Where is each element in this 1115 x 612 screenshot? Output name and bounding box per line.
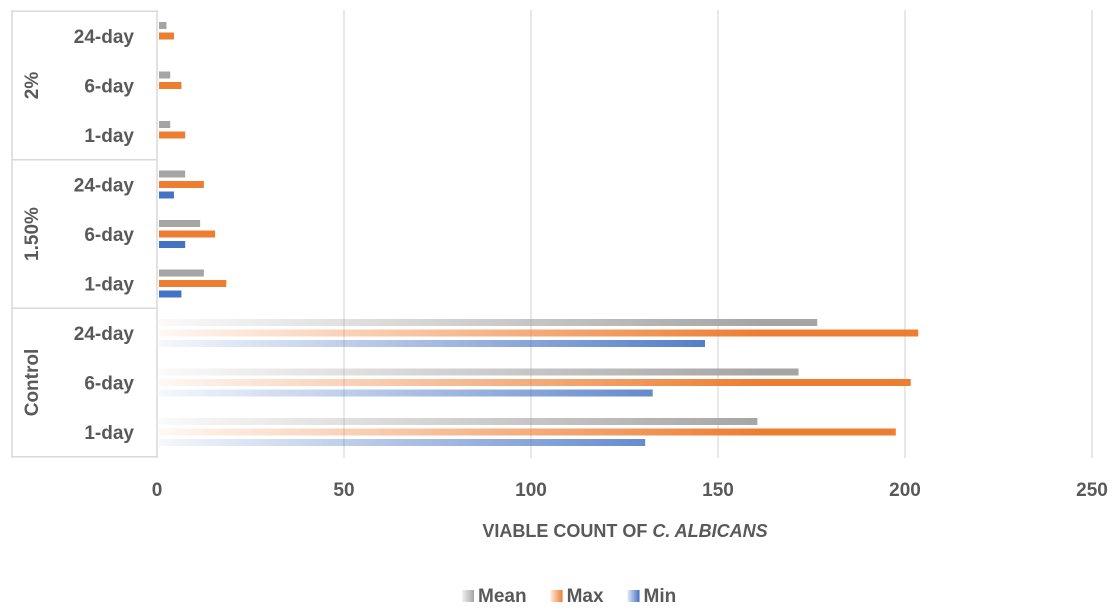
bar-mean <box>159 220 201 227</box>
x-tick-labels: 0 50 100 150 200 250 <box>152 480 1108 501</box>
bar-max <box>159 131 186 139</box>
category-labels: 1-day 6-day 24-day 1-day 6-day 24-day 1-day 6-d… <box>74 27 135 444</box>
legend-label-mean: Mean <box>478 586 527 607</box>
group-label: 1.50% <box>22 207 43 261</box>
bar-min <box>159 439 646 446</box>
legend-swatch-mean <box>462 590 474 602</box>
bar-mean <box>159 170 186 178</box>
bar-mean <box>159 319 818 326</box>
x-tick-label: 100 <box>515 480 547 501</box>
x-axis-title: VIABLE COUNT OF C. ALBICANS <box>482 521 767 541</box>
x-tick-label: 0 <box>152 480 163 501</box>
x-tick-label: 150 <box>702 480 734 501</box>
category-label: 6-day <box>84 77 134 98</box>
category-axis-frame <box>11 10 158 458</box>
bar-mean <box>159 269 204 277</box>
bar-min <box>159 191 174 199</box>
group-label: Control <box>22 349 43 417</box>
bar-max <box>159 428 896 436</box>
category-label: 1-day <box>84 423 134 444</box>
group-labels: Control 1.50% 2% <box>22 72 43 417</box>
bar-mean <box>159 418 758 425</box>
category-label: 24-day <box>74 324 135 345</box>
legend-label-min: Min <box>644 586 677 607</box>
x-tick-label: 250 <box>1076 480 1108 501</box>
legend-swatch-min <box>627 590 640 602</box>
group-label: 2% <box>22 72 43 100</box>
category-label: 24-day <box>74 176 135 197</box>
bar-max <box>159 280 227 287</box>
bar-max <box>159 82 182 89</box>
bar-max <box>159 230 216 238</box>
legend-label-max: Max <box>567 586 604 607</box>
bar-max <box>159 379 911 386</box>
bar-max <box>159 32 174 40</box>
bar-min <box>159 290 182 298</box>
bar-min <box>159 241 186 248</box>
bar-mean <box>159 22 167 29</box>
category-label: 6-day <box>84 225 134 246</box>
category-label: 24-day <box>74 27 135 48</box>
category-label: 1-day <box>84 275 134 296</box>
category-label: 1-day <box>84 126 134 147</box>
x-tick-label: 50 <box>333 480 354 501</box>
bar-min <box>159 340 706 347</box>
bar-mean <box>159 71 171 79</box>
x-tick-label: 200 <box>889 480 921 501</box>
x-axis-title-species: C. ALBICANS <box>652 521 767 541</box>
x-axis-title-prefix: VIABLE COUNT OF <box>482 521 652 541</box>
category-label: 6-day <box>84 374 134 395</box>
bar-max <box>159 181 204 188</box>
bar-max <box>159 329 919 337</box>
bar-mean <box>159 121 171 128</box>
legend: Mean Max Min <box>462 586 676 607</box>
bar-min <box>159 389 653 397</box>
bars <box>159 22 919 446</box>
bar-mean <box>159 368 799 376</box>
legend-swatch-max <box>550 590 563 602</box>
